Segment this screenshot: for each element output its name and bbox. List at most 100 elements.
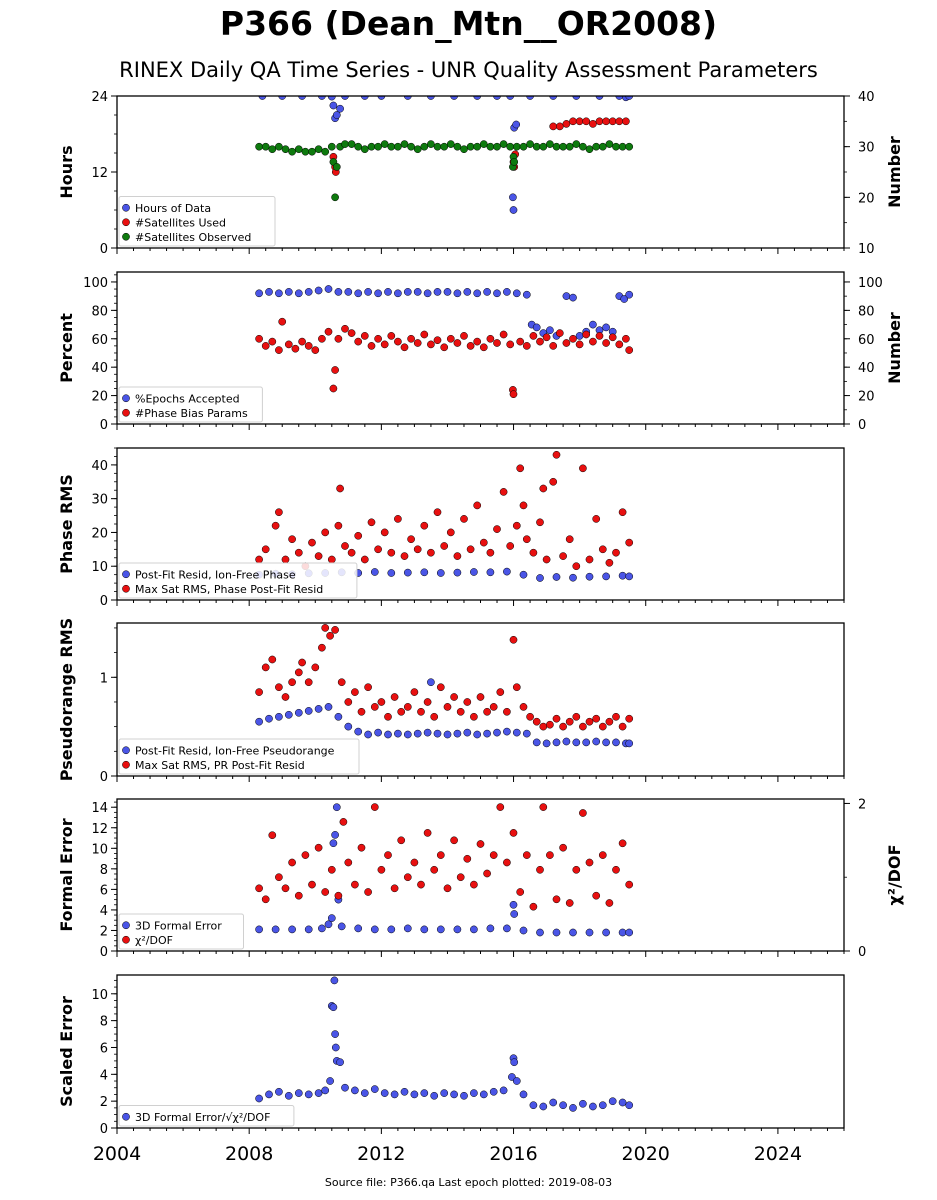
series-2-point bbox=[334, 334, 343, 343]
series-2-point bbox=[456, 707, 465, 716]
series-2-point bbox=[294, 548, 303, 557]
series-1-point bbox=[602, 738, 610, 747]
y-tick-label: 0 bbox=[100, 242, 108, 257]
y2-tick-label: 40 bbox=[858, 90, 875, 105]
series-2-point bbox=[489, 851, 498, 859]
legend: Post-Fit Resid, Ion-Free Pseudorange Max … bbox=[118, 738, 360, 775]
series-2-point bbox=[486, 334, 495, 343]
series-2-point bbox=[555, 122, 564, 131]
series-3-point bbox=[374, 142, 382, 151]
series-2-point bbox=[400, 343, 409, 352]
series-2-point bbox=[549, 477, 558, 486]
series-1-point bbox=[473, 289, 482, 298]
series-2-point bbox=[625, 346, 634, 354]
series-3-point bbox=[354, 142, 363, 151]
series-2-point bbox=[387, 548, 396, 557]
series-1-point bbox=[433, 729, 442, 738]
series-2-point bbox=[539, 484, 548, 493]
series-1-point bbox=[443, 730, 452, 739]
series-1-point bbox=[473, 730, 482, 739]
y2-tick-label: 0 bbox=[858, 945, 866, 960]
series-2-point bbox=[403, 703, 412, 711]
series-2-point bbox=[423, 829, 432, 837]
series-1-point bbox=[486, 924, 495, 933]
series-2-point bbox=[529, 332, 538, 340]
series-2-point bbox=[261, 342, 270, 350]
series-1-point bbox=[304, 925, 313, 934]
series-2-point bbox=[288, 678, 296, 687]
series-3-point bbox=[499, 140, 508, 148]
series-3-point bbox=[420, 142, 429, 151]
series-1-point bbox=[470, 568, 478, 576]
series-3-point bbox=[288, 147, 296, 156]
series-2-point bbox=[605, 717, 614, 726]
y-tick-label: 14 bbox=[91, 801, 108, 816]
series-2-point bbox=[575, 340, 584, 349]
series-1-point bbox=[403, 730, 412, 739]
series-2-point bbox=[539, 803, 548, 811]
series-2-point bbox=[595, 332, 604, 340]
series-1-point bbox=[265, 1090, 273, 1099]
series-3-point bbox=[559, 142, 567, 151]
y-tick-label: 2 bbox=[100, 924, 108, 939]
series-2-point bbox=[417, 880, 425, 889]
series-1-point bbox=[354, 924, 363, 933]
series-2-point bbox=[347, 548, 356, 557]
series-3-point bbox=[281, 145, 290, 154]
series-1-point bbox=[294, 1089, 303, 1097]
series-2-point bbox=[532, 717, 541, 726]
legend: 3D Formal Error χ²/DOF bbox=[118, 913, 244, 950]
series-1-point bbox=[499, 1086, 508, 1095]
series-1-point bbox=[470, 1089, 478, 1097]
series-2-point bbox=[314, 552, 323, 560]
series-1-point bbox=[344, 722, 353, 731]
series-3-point bbox=[321, 147, 330, 156]
series-2-point bbox=[337, 678, 346, 687]
series-2-point bbox=[622, 334, 630, 343]
series-1-point bbox=[403, 924, 412, 933]
series-1-point bbox=[582, 738, 591, 747]
series-2-point bbox=[311, 663, 320, 672]
series-3-point bbox=[261, 142, 270, 151]
legend-marker bbox=[122, 584, 130, 593]
legend-marker bbox=[122, 1112, 130, 1121]
series-1-point bbox=[344, 288, 353, 296]
legend-label: Max Sat RMS, Phase Post-Fit Resid bbox=[135, 583, 323, 596]
series-2-point bbox=[318, 643, 326, 652]
series-1-point bbox=[503, 288, 511, 296]
series-2-point bbox=[278, 317, 287, 326]
series-2-point bbox=[374, 334, 382, 343]
data-points bbox=[255, 976, 634, 1112]
series-2-point bbox=[450, 693, 458, 701]
series-1-point bbox=[453, 568, 462, 577]
series-2-point bbox=[463, 698, 472, 706]
series-2-point bbox=[400, 552, 409, 560]
series-1-point bbox=[460, 1091, 468, 1100]
series-2-point bbox=[344, 858, 353, 867]
series-2-point bbox=[542, 555, 551, 564]
series-1-point bbox=[304, 707, 313, 715]
series-1-point bbox=[512, 1077, 521, 1085]
series-2-point bbox=[403, 873, 412, 882]
series-1-point bbox=[620, 295, 629, 303]
series-2-point bbox=[529, 548, 538, 557]
series-2-point bbox=[602, 339, 610, 347]
series-3-point bbox=[341, 140, 349, 148]
series-2-point bbox=[331, 626, 339, 634]
y-tick-label: 0 bbox=[100, 594, 108, 609]
series-3-point bbox=[565, 142, 574, 151]
series-3-point bbox=[380, 140, 389, 148]
series-2-point bbox=[380, 340, 389, 349]
series-2-point bbox=[579, 722, 587, 731]
series-2-point bbox=[275, 683, 283, 692]
series-2-point bbox=[443, 884, 452, 893]
series-2-point bbox=[496, 688, 505, 696]
series-2-point bbox=[367, 518, 376, 527]
series-2-point bbox=[436, 851, 445, 859]
series-2-point bbox=[423, 698, 432, 706]
series-2-point bbox=[466, 545, 475, 554]
series-2-point bbox=[311, 346, 320, 354]
series-2-point bbox=[281, 555, 290, 564]
series-2-point bbox=[549, 342, 558, 350]
x-tick-label: 2004 bbox=[93, 1143, 141, 1165]
